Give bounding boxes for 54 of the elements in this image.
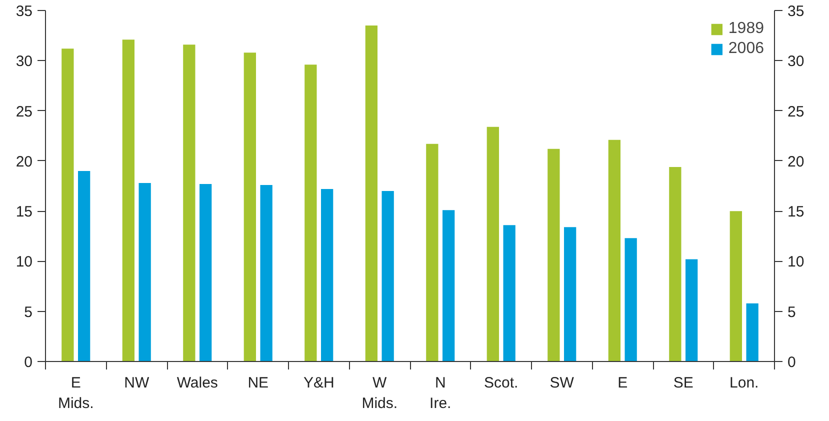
- bar: [442, 210, 455, 362]
- bar: [548, 148, 560, 362]
- bar: [122, 40, 134, 362]
- bar: [321, 189, 334, 362]
- x-tick-label: W Mids.: [362, 374, 398, 412]
- x-tick-label: NE: [248, 374, 269, 392]
- y-tick-label: 5: [24, 304, 32, 321]
- bar: [304, 64, 317, 362]
- bar: [669, 166, 682, 362]
- legend-label: 1989: [728, 20, 764, 38]
- bar: [365, 26, 378, 362]
- x-tick-label: Lon.: [730, 374, 759, 392]
- bar: [200, 184, 212, 362]
- y2-tick-label: 30: [788, 53, 804, 70]
- bar: [426, 144, 438, 362]
- x-tick-label: Scot.: [484, 374, 518, 392]
- x-tick-label: SW: [550, 374, 575, 392]
- bar: [183, 44, 196, 362]
- bar: [62, 48, 74, 362]
- x-tick-label: E: [618, 374, 628, 392]
- y2-tick-label: 0: [788, 354, 796, 371]
- y2-tick-label: 15: [788, 204, 804, 221]
- bar: [503, 225, 516, 362]
- bar: [564, 227, 576, 362]
- bar: [382, 191, 394, 362]
- y2-tick-label: 10: [788, 254, 804, 271]
- bar: [486, 126, 499, 362]
- x-tick-label: Wales: [176, 374, 218, 392]
- y-tick-label: 20: [16, 153, 33, 170]
- y-tick-label: 10: [16, 254, 33, 271]
- y2-tick-label: 5: [788, 304, 796, 321]
- y2-tick-label: 25: [788, 103, 804, 120]
- x-tick-label: SE: [673, 374, 694, 392]
- legend-label: 2006: [728, 40, 764, 58]
- y-tick-label: 35: [16, 3, 33, 20]
- bar: [260, 184, 272, 362]
- y-tick-label: 15: [16, 204, 33, 221]
- x-tick-label: Y&H: [303, 374, 334, 392]
- bar: [608, 140, 620, 362]
- x-tick-label: N Ire.: [430, 374, 452, 412]
- x-tick-label: NW: [124, 374, 150, 392]
- bar: [746, 303, 758, 362]
- y-tick-label: 25: [16, 103, 33, 120]
- bar: [78, 170, 90, 362]
- bar: [138, 182, 151, 362]
- bar: [730, 211, 742, 362]
- bar: [624, 238, 637, 362]
- y-tick-label: 30: [16, 53, 33, 70]
- y2-tick-label: 20: [788, 153, 804, 170]
- x-tick-label: E Mids.: [58, 374, 94, 412]
- y-tick-label: 0: [24, 354, 32, 371]
- bar: [686, 259, 698, 362]
- y2-tick-label: 35: [788, 3, 804, 20]
- bar: [244, 52, 256, 362]
